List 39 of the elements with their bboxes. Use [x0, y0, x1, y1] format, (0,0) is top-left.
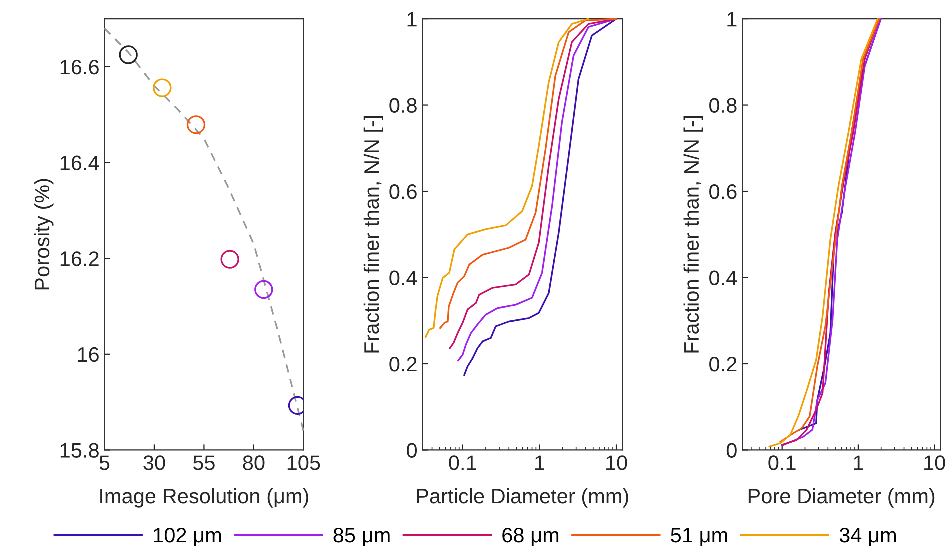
x-tick-label: 10: [606, 456, 628, 470]
y-tick-label: 16.2: [60, 252, 99, 266]
y-tick-label: 16.6: [60, 60, 99, 75]
y-tick-label: 0: [726, 443, 737, 458]
x-tick-label: 10: [924, 456, 946, 470]
y-tick-label: 0.8: [390, 98, 417, 114]
y-axis-title: Fraction finer than, N/N [-]: [364, 116, 384, 353]
x-tick-label: 0.1: [768, 456, 796, 470]
y-tick-label: 0.4: [710, 270, 738, 286]
x-tick-label: 80: [243, 456, 265, 470]
x-tick-label: 1: [854, 456, 864, 470]
y-tick-label: 0.2: [710, 357, 737, 372]
x-tick-label: 105: [288, 456, 320, 470]
y-tick-label: 0.6: [710, 184, 737, 200]
y-tick-label: 16.4: [60, 156, 100, 171]
x-tick-label: 0.1: [449, 456, 476, 470]
x-tick-label: 55: [193, 456, 215, 470]
legend-label: 68 μm: [502, 528, 559, 547]
x-tick-label: 1: [535, 456, 544, 470]
y-tick-label: 0.8: [710, 98, 737, 114]
y-tick-label: 0.4: [390, 270, 418, 286]
x-axis-title: Particle Diameter (mm): [417, 488, 628, 508]
legend-label: 34 μm: [840, 528, 896, 547]
legend-label: 51 μm: [671, 528, 728, 547]
y-axis-title: Porosity (%): [34, 179, 54, 290]
legend-label: 102 μm: [154, 528, 222, 547]
x-axis-title: Pore Diameter (mm): [748, 488, 935, 508]
y-axis-title: Fraction finer than, N/N [-]: [684, 116, 704, 353]
y-tick-label: 0: [407, 443, 418, 458]
y-tick-label: 0.6: [390, 184, 417, 200]
legend-label: 85 μm: [334, 528, 390, 547]
x-axis-title: Image Resolution (μm): [100, 488, 308, 508]
y-tick-label: 1: [408, 12, 417, 27]
y-tick-label: 15.8: [60, 443, 99, 458]
y-tick-label: 1: [728, 12, 737, 27]
x-tick-label: 30: [144, 456, 166, 470]
y-tick-label: 16: [78, 347, 99, 362]
y-tick-label: 0.2: [390, 357, 417, 372]
x-tick-label: 5: [100, 456, 110, 470]
